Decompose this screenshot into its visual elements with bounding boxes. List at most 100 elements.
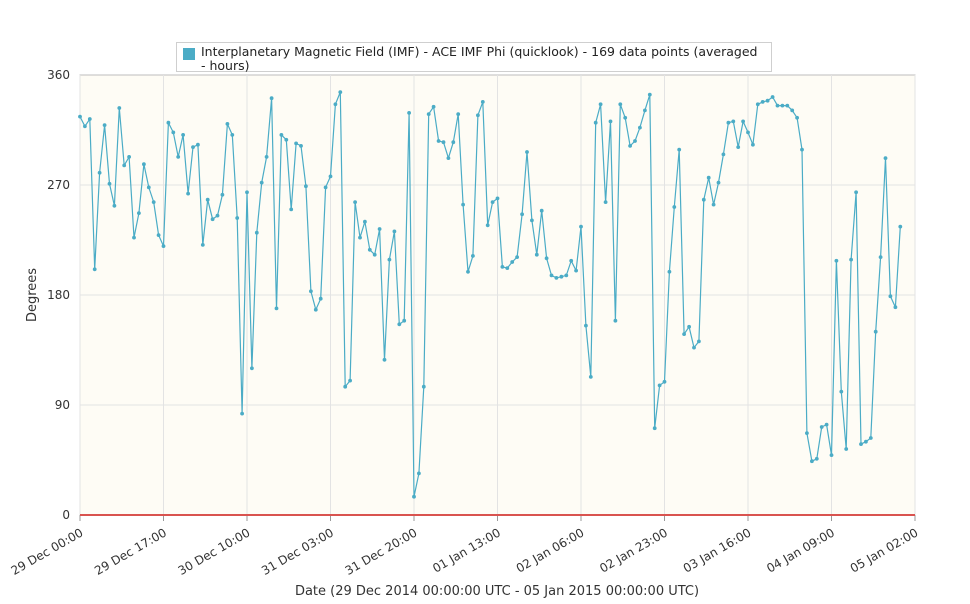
data-point[interactable]	[196, 142, 200, 147]
data-point[interactable]	[313, 307, 318, 312]
data-point[interactable]	[868, 436, 873, 440]
data-point[interactable]	[358, 235, 362, 240]
data-point[interactable]	[633, 139, 637, 143]
data-point[interactable]	[647, 92, 652, 97]
data-point[interactable]	[279, 133, 284, 137]
data-point[interactable]	[765, 98, 770, 103]
data-point[interactable]	[87, 117, 92, 121]
data-point[interactable]	[456, 112, 461, 116]
data-point[interactable]	[893, 305, 898, 310]
data-point[interactable]	[161, 244, 166, 249]
data-point[interactable]	[859, 442, 863, 446]
data-point[interactable]	[323, 185, 328, 190]
data-point[interactable]	[240, 411, 245, 416]
data-point[interactable]	[431, 104, 436, 109]
data-point[interactable]	[549, 273, 554, 278]
data-point[interactable]	[574, 268, 578, 273]
data-point[interactable]	[407, 111, 411, 115]
data-point[interactable]	[588, 375, 593, 379]
data-point[interactable]	[500, 265, 505, 269]
data-point[interactable]	[598, 102, 603, 107]
data-point[interactable]	[618, 102, 623, 107]
data-point[interactable]	[692, 345, 696, 350]
data-point[interactable]	[343, 384, 348, 389]
data-point[interactable]	[726, 120, 731, 125]
data-point[interactable]	[746, 130, 750, 135]
data-point[interactable]	[367, 247, 372, 252]
data-point[interactable]	[613, 318, 618, 323]
data-point[interactable]	[274, 306, 279, 311]
data-point[interactable]	[107, 181, 112, 186]
data-point[interactable]	[780, 103, 785, 108]
data-point[interactable]	[564, 273, 569, 278]
data-point[interactable]	[643, 108, 647, 113]
data-point[interactable]	[672, 205, 677, 209]
data-point[interactable]	[446, 156, 451, 161]
data-point[interactable]	[677, 147, 682, 152]
data-point[interactable]	[662, 379, 667, 384]
data-point[interactable]	[505, 266, 510, 270]
data-point[interactable]	[844, 447, 849, 451]
data-point[interactable]	[510, 260, 515, 264]
data-point[interactable]	[436, 139, 441, 143]
data-point[interactable]	[245, 190, 249, 195]
data-point[interactable]	[608, 119, 613, 124]
data-point[interactable]	[220, 192, 225, 197]
data-point[interactable]	[328, 174, 333, 179]
legend[interactable]: Interplanetary Magnetic Field (IMF) - AC…	[176, 42, 772, 73]
data-point[interactable]	[117, 106, 122, 110]
data-point[interactable]	[480, 100, 485, 104]
data-point[interactable]	[760, 100, 765, 104]
data-point[interactable]	[530, 218, 534, 223]
data-point[interactable]	[166, 120, 171, 125]
data-point[interactable]	[490, 200, 495, 205]
data-point[interactable]	[264, 155, 269, 159]
data-point[interactable]	[397, 322, 402, 327]
data-point[interactable]	[569, 258, 574, 263]
data-point[interactable]	[854, 190, 858, 195]
data-point[interactable]	[849, 257, 853, 262]
data-point[interactable]	[421, 384, 426, 389]
data-point[interactable]	[898, 224, 903, 229]
data-point[interactable]	[235, 216, 240, 220]
data-point[interactable]	[210, 217, 215, 222]
data-point[interactable]	[579, 224, 583, 229]
data-point[interactable]	[687, 324, 691, 329]
data-point[interactable]	[353, 200, 357, 205]
data-point[interactable]	[186, 191, 191, 196]
data-point[interactable]	[412, 494, 416, 499]
data-point[interactable]	[603, 200, 608, 205]
data-point[interactable]	[682, 332, 686, 336]
data-point[interactable]	[800, 147, 804, 152]
data-point[interactable]	[112, 203, 117, 208]
data-point[interactable]	[392, 229, 397, 234]
data-point[interactable]	[127, 155, 131, 159]
data-point[interactable]	[731, 119, 736, 124]
data-point[interactable]	[176, 155, 181, 159]
data-point[interactable]	[318, 296, 323, 301]
data-point[interactable]	[534, 252, 539, 257]
data-point[interactable]	[814, 456, 819, 461]
data-point[interactable]	[132, 235, 136, 240]
data-point[interactable]	[785, 103, 790, 108]
data-point[interactable]	[387, 257, 392, 262]
data-point[interactable]	[520, 212, 524, 217]
data-point[interactable]	[834, 258, 839, 263]
data-point[interactable]	[363, 219, 367, 224]
data-point[interactable]	[191, 145, 195, 150]
data-point[interactable]	[426, 112, 431, 116]
data-point[interactable]	[294, 141, 298, 146]
data-point[interactable]	[485, 223, 490, 228]
data-point[interactable]	[83, 124, 87, 129]
data-point[interactable]	[146, 185, 151, 190]
data-point[interactable]	[348, 378, 352, 383]
data-point[interactable]	[755, 102, 760, 107]
data-point[interactable]	[269, 96, 274, 101]
data-point[interactable]	[338, 90, 343, 94]
data-point[interactable]	[171, 130, 176, 135]
data-point[interactable]	[554, 276, 559, 280]
data-point[interactable]	[775, 103, 780, 108]
data-point[interactable]	[299, 144, 303, 148]
data-point[interactable]	[225, 122, 230, 126]
data-point[interactable]	[741, 119, 745, 124]
